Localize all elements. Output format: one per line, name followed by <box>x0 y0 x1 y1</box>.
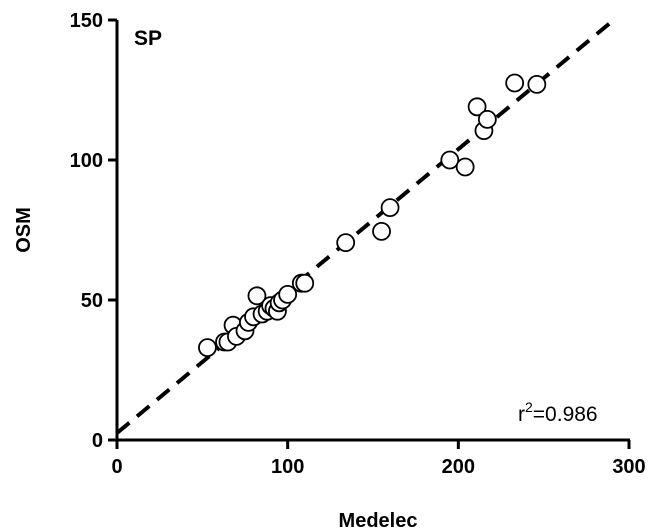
r-squared-value: =0.986 <box>533 403 598 426</box>
x-tick-label: 0 <box>111 456 122 478</box>
data-point <box>505 73 525 93</box>
data-point <box>278 284 298 304</box>
data-point <box>455 157 475 177</box>
data-point <box>440 150 460 170</box>
y-tick-label: 150 <box>70 10 103 32</box>
data-point <box>372 221 391 241</box>
y-tick-label: 0 <box>92 430 103 452</box>
data-point <box>247 286 267 306</box>
data-points <box>198 73 547 358</box>
data-point <box>198 338 217 358</box>
y-axis-ticks: 0 50 100 150 <box>70 10 117 452</box>
y-tick-label: 50 <box>81 290 103 312</box>
r-superscript: 2 <box>525 399 533 415</box>
panel-label: SP <box>134 27 162 50</box>
data-point <box>380 198 400 218</box>
data-point <box>527 75 547 94</box>
r-label: r <box>518 403 525 426</box>
y-tick-label: 100 <box>70 150 103 172</box>
data-point <box>295 273 315 293</box>
x-tick-label: 300 <box>612 456 645 478</box>
x-tick-label: 200 <box>442 456 475 478</box>
data-point <box>477 110 497 129</box>
regression-fit-line <box>115 18 615 435</box>
x-tick-label: 100 <box>271 456 304 478</box>
x-axis-ticks: 0 100 200 300 <box>111 440 646 478</box>
data-point <box>336 233 356 253</box>
r-squared-annotation: r2=0.986 <box>518 399 598 426</box>
x-axis-title: Medelec <box>339 510 418 532</box>
y-axis-title: OSM <box>13 207 35 253</box>
data-point <box>467 97 487 117</box>
